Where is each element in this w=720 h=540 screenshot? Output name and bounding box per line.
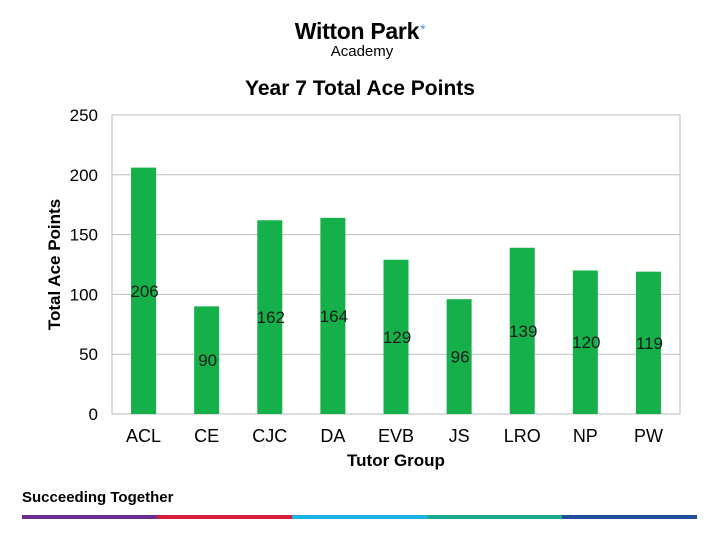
x-tick-label: ACL bbox=[126, 426, 161, 446]
x-tick-label: DA bbox=[320, 426, 345, 446]
footer-stripe-segment bbox=[157, 515, 292, 519]
x-tick-label: NP bbox=[573, 426, 598, 446]
bar bbox=[131, 167, 157, 414]
x-tick-label: PW bbox=[634, 426, 663, 446]
y-tick-label: 150 bbox=[70, 226, 98, 245]
logo-name: Witton Park* bbox=[294, 18, 426, 44]
bar bbox=[572, 270, 598, 414]
bar bbox=[194, 306, 220, 414]
x-tick-label: JS bbox=[449, 426, 470, 446]
logo-subtitle: Academy bbox=[330, 43, 394, 60]
footer-stripe-segment bbox=[22, 515, 157, 519]
y-tick-label: 50 bbox=[79, 345, 98, 364]
data-label: 119 bbox=[636, 334, 663, 353]
x-tick-label: CE bbox=[194, 426, 219, 446]
logo-star-icon: * bbox=[420, 21, 426, 37]
y-axis-title: Total Ace Points bbox=[45, 199, 64, 330]
x-tick-label: EVB bbox=[378, 426, 414, 446]
data-label: 96 bbox=[451, 348, 470, 367]
y-tick-label: 100 bbox=[70, 285, 98, 304]
y-tick-label: 0 bbox=[89, 405, 98, 424]
bar bbox=[509, 247, 535, 414]
bar bbox=[257, 220, 283, 414]
x-tick-label: LRO bbox=[504, 426, 541, 446]
footer-stripe-segment bbox=[427, 515, 562, 519]
y-tick-label: 250 bbox=[70, 106, 98, 125]
footer-stripe-segment bbox=[292, 515, 427, 519]
bar bbox=[320, 217, 346, 414]
academy-logo: Witton Park* Academy bbox=[0, 18, 720, 59]
data-label: 139 bbox=[509, 322, 537, 341]
bar bbox=[635, 271, 661, 414]
footer-tagline: Succeeding Together bbox=[22, 489, 174, 506]
data-label: 90 bbox=[198, 351, 217, 370]
y-tick-label: 200 bbox=[70, 166, 98, 185]
data-label: 164 bbox=[320, 307, 348, 326]
x-tick-label: CJC bbox=[252, 426, 287, 446]
footer-stripe-segment bbox=[562, 515, 697, 519]
chart-title: Year 7 Total Ace Points bbox=[245, 77, 475, 100]
data-label: 120 bbox=[572, 333, 600, 352]
bar bbox=[383, 259, 409, 414]
bar bbox=[446, 299, 472, 414]
data-label: 206 bbox=[130, 282, 158, 301]
x-axis-title: Tutor Group bbox=[347, 451, 445, 470]
data-label: 162 bbox=[257, 308, 285, 327]
data-label: 129 bbox=[383, 328, 411, 347]
